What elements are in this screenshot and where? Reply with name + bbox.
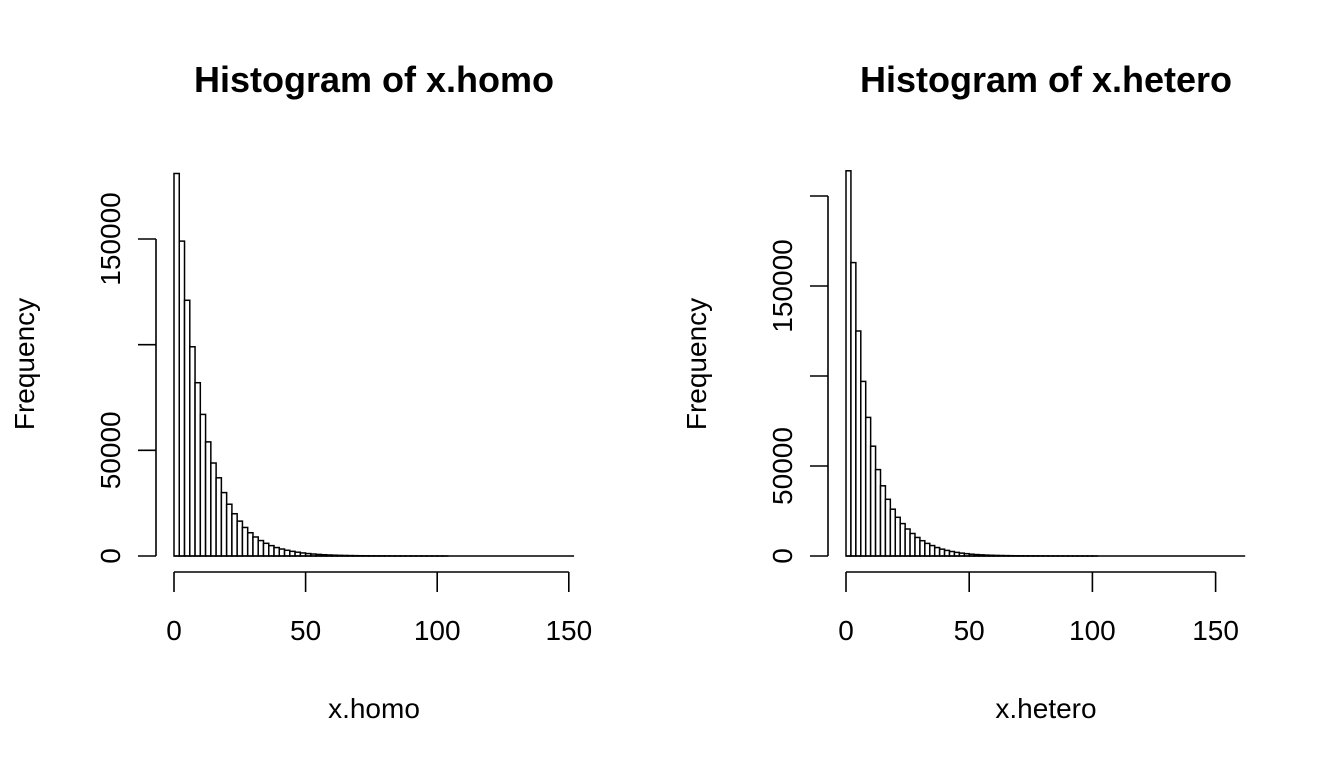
histogram-bar [278, 548, 286, 557]
x-tick-label: 50 [954, 615, 985, 646]
chart-title: Histogram of x.hetero [860, 59, 1232, 100]
chart-panel-hetero: Histogram of x.hetero x.hetero Frequency… [681, 59, 1246, 724]
y-axis: 0 50000 150000 [767, 195, 829, 564]
histogram-bars [845, 170, 1246, 557]
histogram-bar [268, 544, 275, 557]
histogram-bar [220, 491, 228, 557]
histogram-bar [194, 381, 202, 557]
histogram-bar [183, 299, 191, 557]
histogram-bar [204, 441, 212, 557]
histogram-bar [189, 346, 196, 557]
x-tick-label: 0 [166, 615, 182, 646]
x-axis-label: x.hetero [995, 693, 1096, 724]
y-axis: 0 50000 150000 [95, 192, 157, 564]
histogram-bar [257, 539, 265, 557]
x-tick-label: 150 [545, 615, 592, 646]
x-tick-label: 150 [1192, 615, 1239, 646]
histogram-bars [173, 172, 575, 557]
chart-title: Histogram of x.homo [194, 59, 554, 100]
histogram-bar [283, 549, 291, 557]
histogram-bar [273, 546, 281, 557]
histogram-bar [173, 172, 181, 557]
x-tick-label: 0 [838, 615, 854, 646]
histogram-bar [262, 542, 270, 557]
y-axis-label: Frequency [681, 298, 712, 430]
histogram-bar [215, 477, 223, 557]
x-tick-label: 50 [290, 615, 321, 646]
histogram-bar [241, 526, 249, 557]
y-tick-label: 50000 [767, 427, 798, 505]
y-axis-label: Frequency [9, 298, 40, 430]
histogram-bar [210, 462, 217, 557]
histogram-bar [236, 520, 244, 557]
chart-panel-homo: Histogram of x.homo x.homo Frequency 0 50… [9, 59, 592, 724]
y-tick-label: 150000 [95, 192, 126, 285]
y-tick-label: 50000 [95, 411, 126, 489]
y-tick-label: 150000 [767, 239, 798, 332]
histogram-bar [178, 240, 186, 557]
y-tick-label: 0 [767, 548, 798, 564]
histogram-bar [246, 532, 254, 557]
x-tick-label: 100 [414, 615, 461, 646]
histogram-bar [199, 413, 207, 557]
x-axis: 0 50 100 150 [166, 571, 592, 646]
histogram-bar [225, 503, 233, 557]
histogram-bar [231, 512, 238, 557]
x-axis-label: x.homo [328, 693, 420, 724]
histogram-bar [252, 536, 259, 557]
x-tick-label: 100 [1069, 615, 1116, 646]
x-axis: 0 50 100 150 [838, 571, 1239, 646]
y-tick-label: 0 [95, 548, 126, 564]
